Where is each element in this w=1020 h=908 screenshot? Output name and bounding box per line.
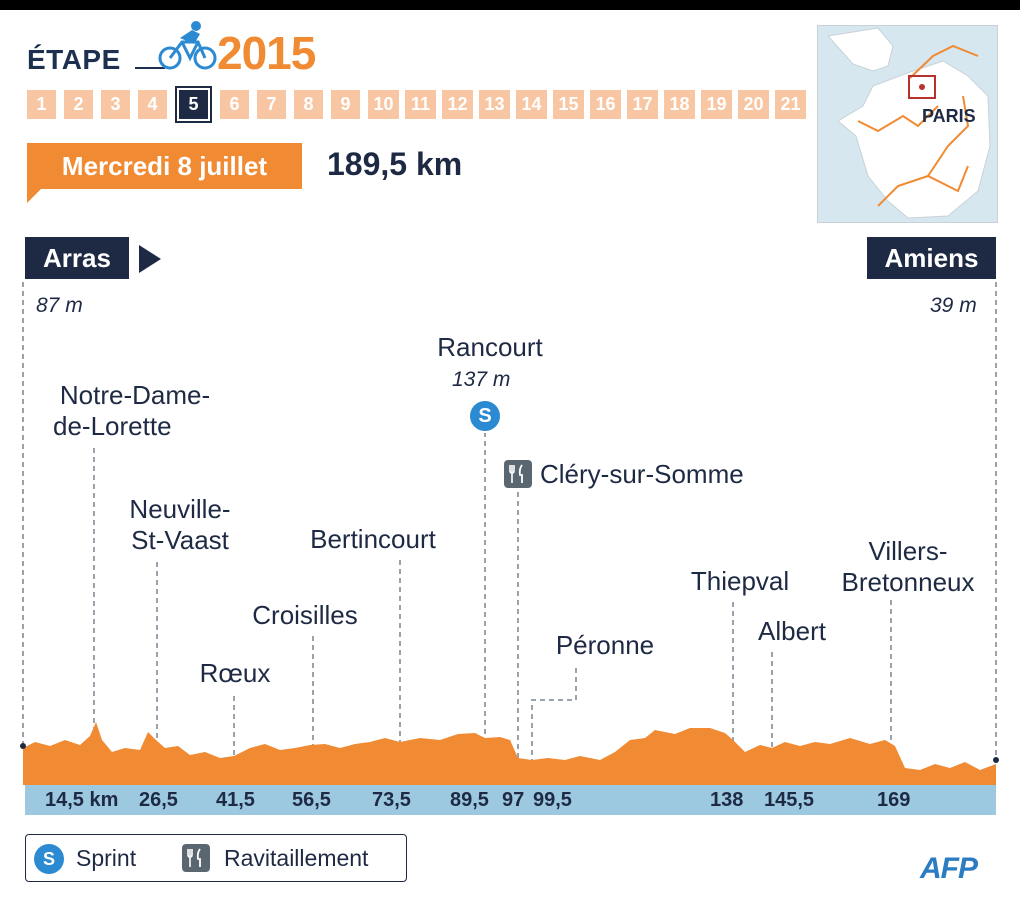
stage-7[interactable]: 7 xyxy=(257,90,286,119)
stage-title: ÉTAPE xyxy=(27,44,166,76)
km-label: 89,5 xyxy=(450,789,489,811)
stage-selector: 1 2 3 4 5 6 7 8 9 10 11 12 13 14 15 16 17 18 19 20 21 xyxy=(27,86,812,123)
place-notre-dame-line1: Notre-Dame- xyxy=(59,380,211,410)
rancourt-altitude: 137 m xyxy=(452,368,511,391)
stage-12[interactable]: 12 xyxy=(442,90,473,119)
france-map: PARIS xyxy=(817,25,998,223)
stage-14[interactable]: 14 xyxy=(516,90,547,119)
place-neuville-line2: St-Vaast xyxy=(131,525,229,555)
stage-distance: 189,5 km xyxy=(327,146,463,182)
stage-21[interactable]: 21 xyxy=(775,90,806,119)
stage-9[interactable]: 9 xyxy=(331,90,360,119)
place-croisilles: Croisilles xyxy=(252,600,358,630)
km-label: 138 xyxy=(710,789,744,811)
legend-feed-icon xyxy=(182,844,210,872)
year: 2015 xyxy=(217,27,316,79)
stage-5[interactable]: 5 xyxy=(175,86,212,123)
place-bertincourt: Bertincourt xyxy=(310,524,436,554)
place-notre-dame: Notre-Dame- de-Lorette xyxy=(40,380,230,442)
legend: S Sprint Ravitaillement xyxy=(25,834,407,882)
place-neuville-line1: Neuville- xyxy=(129,494,231,524)
fork-knife-icon xyxy=(187,848,201,867)
stage-8[interactable]: 8 xyxy=(294,90,323,119)
stage-13[interactable]: 13 xyxy=(479,90,510,119)
stage-1[interactable]: 1 xyxy=(27,90,56,119)
start-city-tag: Arras xyxy=(25,237,129,279)
finish-city-tag: Amiens xyxy=(867,237,996,279)
place-peronne: Péronne xyxy=(555,630,655,660)
finish-dot xyxy=(993,757,999,763)
km-label: 73,5 xyxy=(372,789,411,811)
km-bar xyxy=(25,785,996,815)
title-rule xyxy=(135,67,166,69)
etape-label: ÉTAPE xyxy=(27,44,121,75)
afp-logo: AFP xyxy=(920,852,978,885)
km-label: 56,5 xyxy=(292,789,331,811)
legend-sprint-icon: S xyxy=(34,844,64,874)
stage-6[interactable]: 6 xyxy=(220,90,249,119)
fork-knife-icon xyxy=(509,464,523,483)
top-bar xyxy=(0,0,1020,10)
legend-sprint-label: Sprint xyxy=(76,845,137,871)
place-neuville: Neuville- St-Vaast xyxy=(115,494,245,556)
stage-10[interactable]: 10 xyxy=(368,90,399,119)
place-clery: Cléry-sur-Somme xyxy=(540,459,744,489)
feed-zone-icon xyxy=(504,460,532,488)
stage-3[interactable]: 3 xyxy=(101,90,130,119)
place-thiepval: Thiepval xyxy=(690,566,790,596)
place-villers: Villers- Bretonneux xyxy=(830,536,986,598)
km-label: 97 xyxy=(502,789,525,811)
date-banner: Mercredi 8 juillet xyxy=(27,143,302,189)
start-arrow-icon xyxy=(139,245,161,273)
stage-11[interactable]: 11 xyxy=(405,90,436,119)
place-notre-dame-line2: de-Lorette xyxy=(53,411,172,441)
elevation-area xyxy=(23,722,996,785)
stage-17[interactable]: 17 xyxy=(627,90,658,119)
map-drawing xyxy=(827,27,991,219)
legend-feed-label: Ravitaillement xyxy=(224,845,369,871)
place-roeux: Rœux xyxy=(199,658,271,688)
start-dot xyxy=(20,743,26,749)
place-rancourt: Rancourt xyxy=(437,332,543,362)
stage-16[interactable]: 16 xyxy=(590,90,621,119)
date-banner-tail xyxy=(27,189,41,203)
km-label: 99,5 xyxy=(533,789,572,811)
sprint-badge: S xyxy=(468,399,502,433)
km-label: 26,5 xyxy=(139,789,178,811)
stage-4[interactable]: 4 xyxy=(138,90,167,119)
km-label: 41,5 xyxy=(216,789,255,811)
km-label: 169 xyxy=(877,789,911,811)
stage-18[interactable]: 18 xyxy=(664,90,695,119)
cyclist-icon xyxy=(158,21,217,70)
km-label: 14,5 km xyxy=(45,789,119,811)
km-label: 145,5 xyxy=(764,789,815,811)
place-villers-line1: Villers- xyxy=(868,536,948,566)
place-albert: Albert xyxy=(758,616,826,646)
stage-19[interactable]: 19 xyxy=(701,90,732,119)
stage-20[interactable]: 20 xyxy=(738,90,769,119)
paris-label: PARIS xyxy=(922,106,976,126)
place-villers-line2: Bretonneux xyxy=(841,567,975,597)
finish-altitude: 39 m xyxy=(930,294,977,317)
stage-2[interactable]: 2 xyxy=(64,90,93,119)
stage-15[interactable]: 15 xyxy=(553,90,584,119)
start-altitude: 87 m xyxy=(36,294,83,317)
